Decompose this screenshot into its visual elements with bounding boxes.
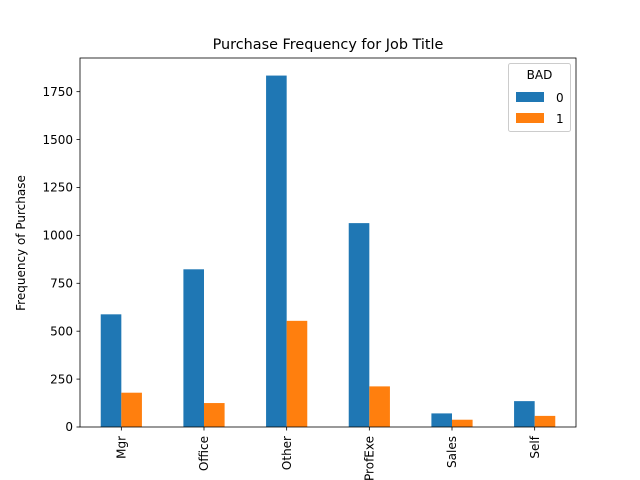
bar-office-series-1 bbox=[204, 403, 225, 427]
y-axis-label: Frequency of Purchase bbox=[14, 175, 28, 311]
bar-mgr-series-0 bbox=[100, 314, 122, 427]
x-tick-label-self: Self bbox=[528, 435, 542, 458]
legend-swatch-0 bbox=[516, 92, 544, 102]
legend-label-1: 1 bbox=[556, 112, 564, 126]
y-tick-label-6: 1500 bbox=[42, 133, 73, 147]
bar-sales-series-0 bbox=[431, 413, 452, 427]
x-tick-label-office: Office bbox=[197, 436, 211, 471]
bar-other-series-0 bbox=[266, 75, 287, 427]
legend-swatch-1 bbox=[516, 113, 544, 123]
x-tick-label-sales: Sales bbox=[445, 436, 459, 468]
y-tick-label-0: 0 bbox=[65, 420, 73, 434]
bar-office-series-0 bbox=[183, 269, 204, 427]
y-tick-label-2: 500 bbox=[50, 324, 73, 338]
plot-area: 0 250 500 750 1000 1250 1500 1750 Mgr Office Other… bbox=[42, 57, 577, 480]
y-tick-label-5: 1250 bbox=[42, 181, 73, 195]
axes-background bbox=[80, 58, 576, 427]
bar-mgr-series-1 bbox=[121, 392, 142, 427]
bars-layer bbox=[100, 75, 556, 427]
y-tick-label-3: 750 bbox=[50, 276, 73, 290]
plot-frame bbox=[79, 57, 577, 428]
y-tick-label-4: 1000 bbox=[42, 229, 73, 243]
bar-profexe-series-1 bbox=[369, 386, 390, 427]
bar-other-series-1 bbox=[286, 320, 308, 427]
y-tick-label-1: 250 bbox=[50, 372, 73, 386]
legend: BAD 0 1 bbox=[508, 63, 571, 132]
y-tick-label-7: 1750 bbox=[42, 85, 73, 99]
x-tick-label-profexe: ProfExe bbox=[363, 436, 377, 480]
bar-self-series-0 bbox=[514, 401, 535, 427]
bar-sales-series-1 bbox=[452, 419, 473, 427]
chart-title: Purchase Frequency for Job Title bbox=[213, 37, 444, 53]
x-tick-label-other: Other bbox=[280, 436, 294, 470]
axes-layer: 0 250 500 750 1000 1250 1500 1750 Mgr Office Other… bbox=[42, 57, 577, 480]
bar-profexe-series-0 bbox=[348, 223, 370, 427]
legend-title: BAD bbox=[527, 68, 553, 82]
bar-self-series-1 bbox=[534, 415, 556, 427]
x-tick-label-mgr: Mgr bbox=[115, 436, 129, 459]
legend-label-0: 0 bbox=[556, 91, 564, 105]
